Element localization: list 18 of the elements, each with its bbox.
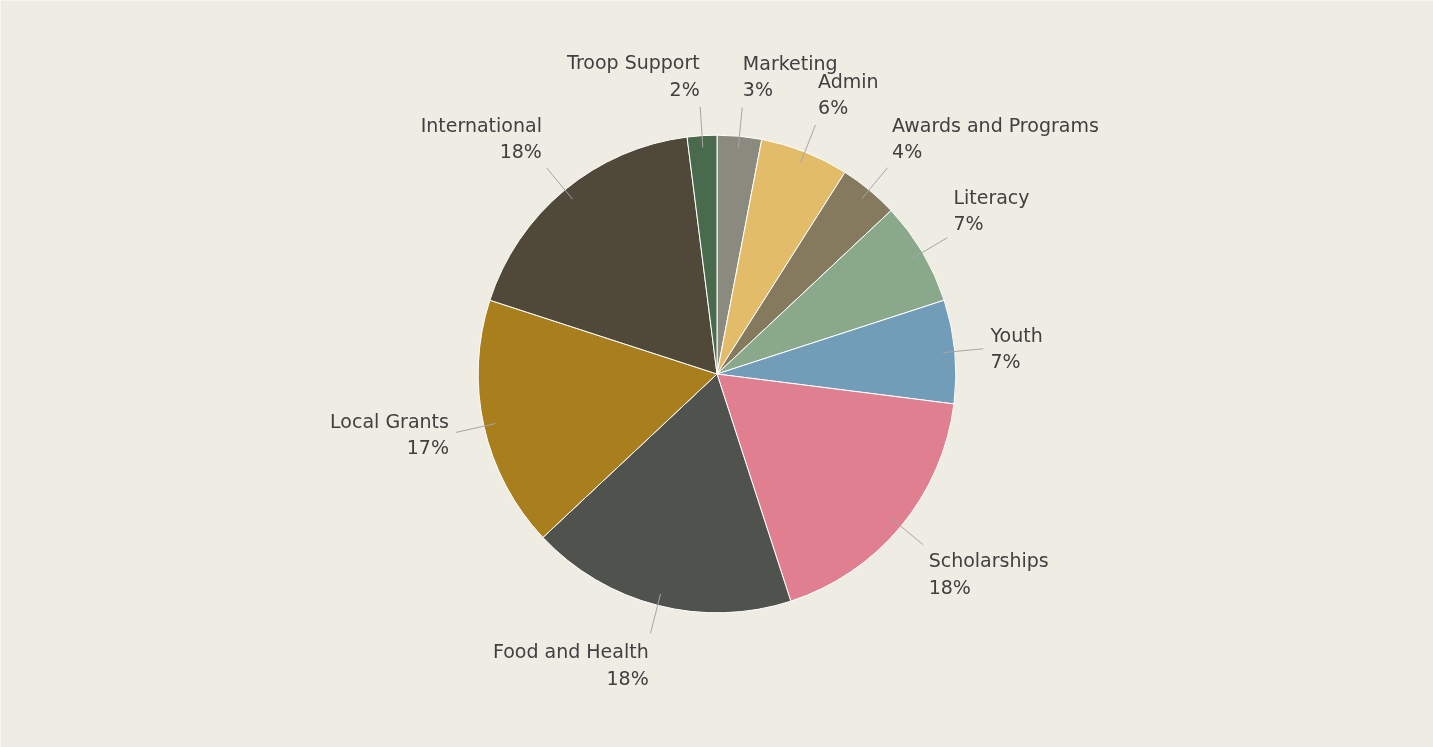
- slice-label: Awards and Programs: [892, 113, 1099, 136]
- slice-label: Youth: [989, 323, 1043, 346]
- data-label: 7%: [990, 350, 1021, 373]
- slice-label: Literacy: [953, 185, 1030, 208]
- data-label: 4%: [892, 140, 923, 163]
- slice-label: International: [420, 113, 542, 136]
- data-label: 17%: [406, 436, 449, 459]
- data-label: 18%: [928, 575, 971, 598]
- data-label: 18%: [499, 140, 542, 163]
- slice-label: Food and Health: [492, 640, 649, 663]
- data-label: 2%: [669, 77, 700, 100]
- data-label: 7%: [953, 212, 984, 235]
- data-label: 3%: [742, 78, 773, 101]
- data-label: 18%: [606, 666, 649, 689]
- data-label: 6%: [818, 96, 849, 119]
- slice-label: Troop Support: [566, 51, 700, 74]
- slice-label: Scholarships: [928, 549, 1049, 572]
- slice-label: Local Grants: [330, 409, 449, 432]
